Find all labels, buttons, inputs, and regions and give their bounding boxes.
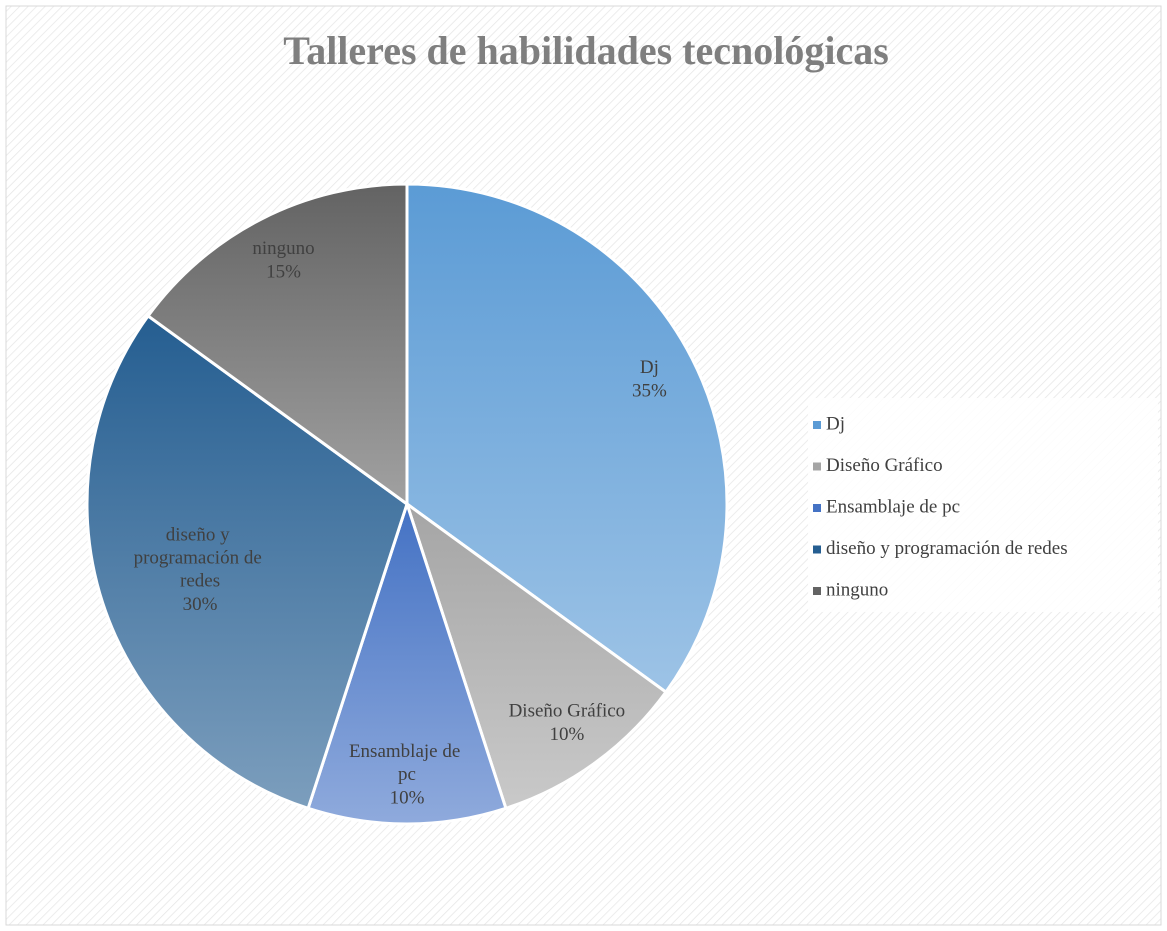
data-label-value: 35% xyxy=(632,380,667,401)
data-label-value: 15% xyxy=(266,262,301,283)
legend-marker xyxy=(813,462,821,471)
data-label-category: Ensamblaje de pc xyxy=(349,741,465,785)
legend-marker xyxy=(813,504,821,512)
data-label-category: diseño y programación de redes xyxy=(134,525,267,592)
legend-label: diseño y programación de redes xyxy=(826,538,1068,559)
data-label-category: Dj xyxy=(640,357,659,378)
pie-slice xyxy=(306,499,508,826)
pie-slice xyxy=(404,500,668,811)
data-label-value: 30% xyxy=(183,594,218,615)
pie-slice xyxy=(146,182,409,507)
data-label-value: 10% xyxy=(549,724,584,745)
data-label-value: 10% xyxy=(390,787,425,808)
pie-slice xyxy=(85,313,409,811)
legend-marker xyxy=(813,587,821,595)
legend-label: Ensamblaje de pc xyxy=(826,496,960,517)
legend-label: ninguno xyxy=(826,579,888,600)
legend-label: Dj xyxy=(826,413,845,434)
legend-marker xyxy=(813,421,821,429)
pie-slice xyxy=(405,182,729,695)
data-label-category: Diseño Gráfico xyxy=(509,701,626,722)
legend-label: Diseño Gráfico xyxy=(826,455,943,476)
legend-marker xyxy=(813,545,821,554)
chart-title: Talleres de habilidades tecnológicas xyxy=(283,28,889,73)
legend-box xyxy=(808,398,1158,612)
data-label-category: ninguno xyxy=(252,239,314,260)
